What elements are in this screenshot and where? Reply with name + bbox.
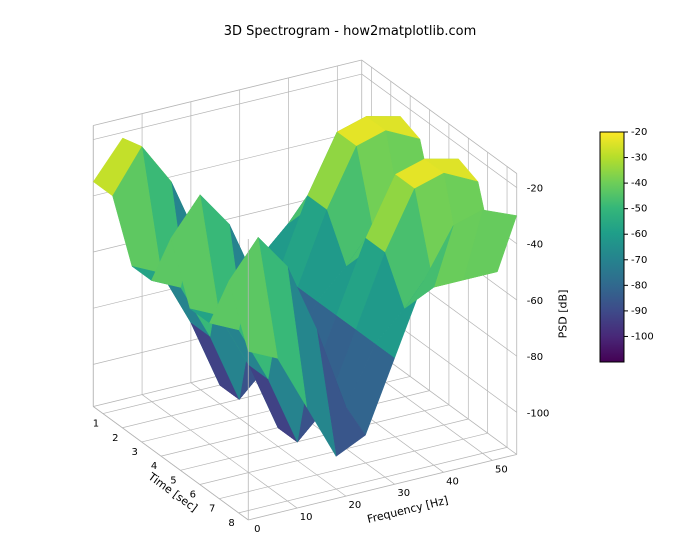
svg-text:1: 1 <box>93 419 99 430</box>
svg-text:50: 50 <box>495 464 508 475</box>
svg-text:-60: -60 <box>631 229 647 240</box>
svg-text:-30: -30 <box>631 153 647 164</box>
spectrogram-3d-surface: 1234567801020304050-100-80-60-40-20 Time… <box>0 0 700 560</box>
svg-text:-80: -80 <box>527 352 543 363</box>
svg-text:10: 10 <box>300 512 313 523</box>
svg-text:3: 3 <box>132 447 138 458</box>
svg-text:20: 20 <box>349 500 362 511</box>
svg-text:-20: -20 <box>631 127 647 138</box>
svg-text:-100: -100 <box>631 331 654 342</box>
svg-text:30: 30 <box>397 488 410 499</box>
svg-text:-40: -40 <box>631 178 647 189</box>
svg-text:-50: -50 <box>631 204 647 215</box>
svg-text:40: 40 <box>446 476 459 487</box>
svg-text:2: 2 <box>112 433 118 444</box>
svg-text:0: 0 <box>254 524 260 535</box>
svg-text:-40: -40 <box>527 240 543 251</box>
svg-text:-60: -60 <box>527 296 543 307</box>
svg-text:-90: -90 <box>631 306 647 317</box>
colorbar: -100 -90 -80 -70 -60 -50 -40 -30 -20 <box>600 127 654 362</box>
svg-text:-80: -80 <box>631 280 647 291</box>
svg-text:-20: -20 <box>527 184 543 195</box>
svg-text:-100: -100 <box>527 408 550 419</box>
svg-text:PSD [dB]: PSD [dB] <box>557 290 570 339</box>
svg-text:-70: -70 <box>631 255 647 266</box>
svg-text:8: 8 <box>228 518 234 529</box>
svg-text:7: 7 <box>209 504 215 515</box>
